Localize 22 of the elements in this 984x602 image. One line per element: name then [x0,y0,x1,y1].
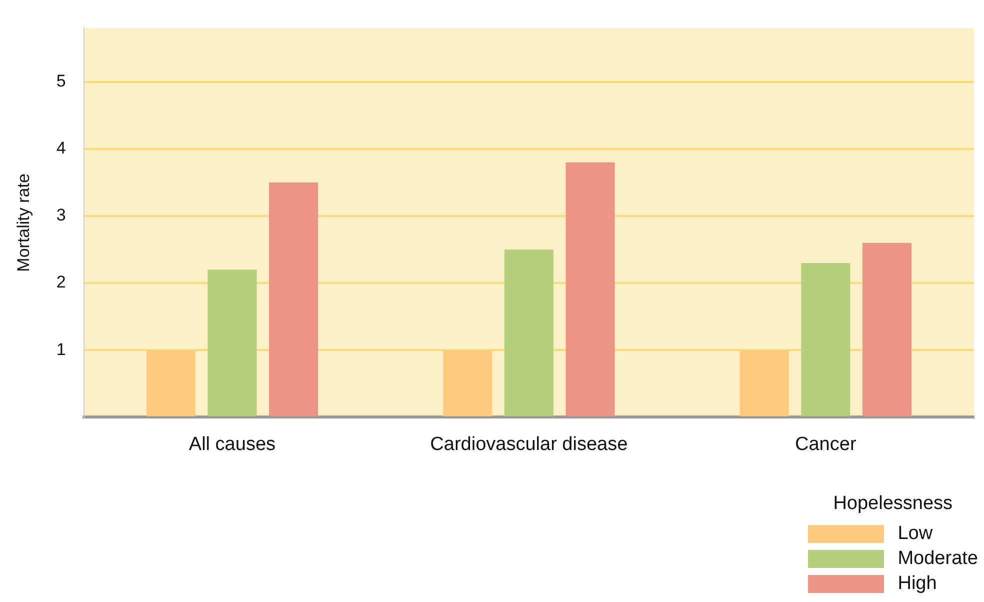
y-tick-label: 4 [56,138,66,158]
bar [740,350,789,416]
bar [566,162,615,416]
legend-label: High [898,572,937,594]
bar [146,350,196,416]
legend-label: Moderate [898,548,978,570]
legend-title: Hopelessness [832,493,954,515]
legend-label: Low [898,522,933,544]
bar [862,242,912,416]
x-tick-label: Cardiovascular disease [430,434,628,455]
bar [208,270,257,416]
bar [504,250,554,416]
y-axis-title: Mortality rate [14,174,33,272]
y-tick-label: 3 [56,206,66,225]
bar [801,262,850,416]
x-tick-label: All causes [188,434,276,455]
bar [443,350,492,416]
y-tick-label: 1 [56,340,66,359]
x-tick-label: Cancer [795,434,857,455]
y-tick-label: 2 [56,272,66,292]
bar [269,182,318,416]
y-tick-label: 5 [56,72,66,91]
